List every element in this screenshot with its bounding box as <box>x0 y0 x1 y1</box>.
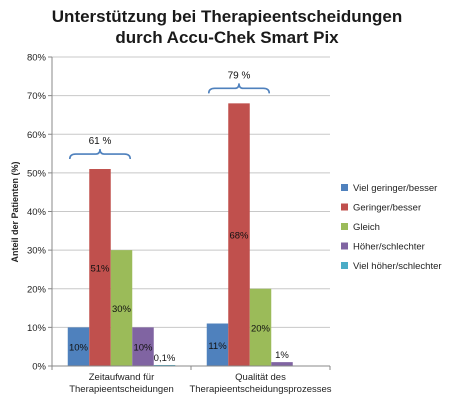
y-tick-label: 20% <box>27 284 47 295</box>
bar <box>228 103 250 366</box>
legend-label: Viel geringer/besser <box>353 183 437 194</box>
y-axis-label: Anteil der Patienten (%) <box>10 161 20 262</box>
data-label: 10% <box>133 343 153 354</box>
bar <box>89 169 111 366</box>
bar <box>132 327 154 366</box>
bar <box>110 250 133 366</box>
y-tick-label: 70% <box>27 91 47 102</box>
y-tick-label: 0% <box>32 362 46 373</box>
data-label: 68% <box>229 231 249 242</box>
chart-title-line: durch Accu-Chek Smart Pix <box>115 28 339 47</box>
data-label: 0,1% <box>154 353 176 364</box>
y-tick-label: 60% <box>27 130 47 141</box>
bar <box>206 323 229 366</box>
axes <box>51 57 331 370</box>
legend-swatch <box>341 184 348 191</box>
x-category-label: Qualität des <box>235 372 286 383</box>
brace <box>68 148 132 160</box>
data-label: 10% <box>69 343 89 354</box>
y-tick-label: 50% <box>27 168 47 179</box>
chart-title: Unterstützung bei Therapieentscheidungen… <box>52 7 402 47</box>
y-tick-label: 30% <box>27 246 47 257</box>
x-category-label: Therapieentscheidungsprozesses <box>189 384 331 395</box>
brace-label: 79 % <box>228 70 251 81</box>
data-label: 11% <box>208 341 227 352</box>
legend-swatch <box>341 242 348 250</box>
bars <box>67 103 293 366</box>
bar <box>249 288 272 366</box>
data-label: 20% <box>251 323 271 334</box>
brace-label: 61 % <box>89 136 112 147</box>
legend-label: Viel höher/schlechter <box>353 261 442 272</box>
legend-label: Höher/schlechter <box>353 242 425 253</box>
data-label: 1% <box>275 350 289 361</box>
data-label: 30% <box>112 304 132 315</box>
legend-label: Geringer/besser <box>353 203 421 214</box>
legend: Viel geringer/besser Geringer/besser Gleic… <box>341 183 442 272</box>
y-tick-label: 10% <box>27 323 47 334</box>
bar <box>67 327 90 366</box>
brace <box>207 83 271 94</box>
y-axis-ticks: 0% 10% 20% 30% 40% 50% 60% 70% 80% <box>27 53 52 373</box>
data-labels: 10% 11% 51% 68% 30% 20% 10% 1% 0,1% <box>69 231 289 364</box>
legend-swatch <box>341 203 348 211</box>
x-category-label: Zeitaufwand für <box>89 372 154 383</box>
y-tick-label: 40% <box>27 207 47 218</box>
legend-swatch <box>341 262 348 269</box>
chart-title-line: Unterstützung bei Therapieentscheidungen <box>52 7 402 26</box>
data-label: 51% <box>90 264 110 275</box>
bar <box>271 362 293 366</box>
legend-label: Gleich <box>353 222 380 233</box>
y-tick-label: 80% <box>27 53 47 64</box>
legend-swatch <box>341 223 348 230</box>
x-category-label: Therapieentscheidungen <box>69 384 174 395</box>
